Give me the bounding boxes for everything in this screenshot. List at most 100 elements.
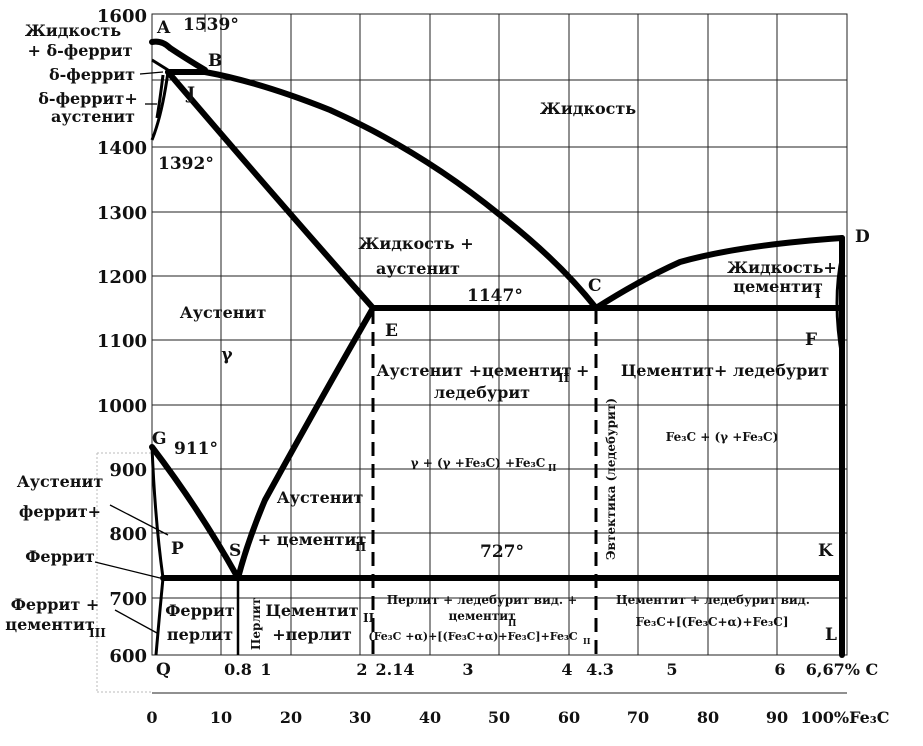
line-je — [165, 69, 376, 311]
grid — [151, 13, 848, 694]
temperature-labels: 1539° 1392° 1147° 911° 727° — [158, 15, 524, 562]
label-aus-cem-led-sub: II — [558, 371, 570, 385]
point-d: D — [855, 227, 870, 247]
c-tick-4: 4 — [561, 660, 572, 679]
label-ferrite-pearlite: Феррит — [165, 601, 235, 620]
point-c: C — [588, 276, 602, 296]
temp-1147: 1147° — [467, 286, 523, 306]
fe3c-tick-0: 0 — [146, 708, 157, 727]
temp-911: 911° — [174, 439, 218, 459]
point-p: P — [171, 539, 184, 559]
point-f: F — [805, 330, 817, 350]
left-annotation-box — [96, 452, 152, 693]
label-aus-cem-led: Аустенит +цементит — [376, 361, 571, 380]
temp-1539: 1539° — [183, 15, 239, 35]
label-delta-austenite: δ-феррит+ — [38, 89, 137, 108]
label-gamma: γ — [221, 345, 233, 365]
y-tick-1600: 1600 — [97, 6, 147, 27]
label-gamma-formula-sub: II — [548, 464, 556, 474]
fe3c-tick-80: 80 — [697, 708, 719, 727]
label-cem-led-vid-2: Fe₃C+[(Fe₃C+α)+Fe₃C] — [635, 615, 788, 629]
label-aus-cem-led-2: ледебурит — [434, 383, 530, 402]
point-a: A — [156, 18, 171, 38]
label-pearlite-led-2-sub: II — [508, 619, 516, 629]
line-pq — [154, 577, 165, 656]
label-pearlite-led-2: цементит — [448, 609, 515, 623]
label-gamma-formula: γ + (γ +Fe₃C) +Fe₃C — [411, 456, 546, 470]
label-cem-pearlite-sub: II — [363, 611, 375, 625]
label-aus-cem-2: + цементит — [258, 530, 367, 549]
point-l: L — [825, 625, 837, 645]
label-ferrite-cem-sub: III — [89, 626, 106, 640]
label-cem-pearlite: Цементит — [265, 601, 358, 620]
label-fe3c-formula: Fe₃C + (γ +Fe₃C) — [666, 430, 779, 444]
y-tick-1000: 1000 — [97, 396, 147, 417]
c-tick-6: 6 — [774, 660, 785, 679]
line-gs — [149, 444, 241, 581]
point-k: K — [818, 541, 834, 561]
phase-labels: Жидкость + δ-феррит δ-феррит δ-феррит+ а… — [5, 21, 837, 650]
label-ferrite-cem-2: цементит — [5, 615, 95, 634]
point-b: B — [208, 51, 222, 71]
line-es — [235, 305, 376, 581]
point-e: E — [385, 321, 398, 341]
label-cem-led-vid: Цементит + ледебурит вид. — [616, 593, 810, 607]
label-liquid-austenite: Жидкость + — [358, 234, 473, 253]
point-s: S — [229, 541, 241, 561]
temp-1392: 1392° — [158, 154, 214, 174]
fe3c-tick-10: 10 — [210, 708, 232, 727]
label-austenite: Аустенит — [180, 303, 267, 322]
point-g: G — [152, 429, 167, 449]
y-axis-labels: 1600 1400 1300 1200 1100 1000 900 800 70… — [97, 6, 147, 667]
line-hn — [155, 74, 165, 119]
fe3c-tick-100: 100%Fe₃C — [800, 708, 889, 727]
label-eutectic-vertical: Эвтектика (ледебурит) — [604, 398, 618, 560]
label-aus-ferrite-2: феррит+ — [19, 502, 101, 521]
y-tick-1300: 1300 — [97, 203, 147, 224]
y-tick-600: 600 — [109, 646, 147, 667]
liquidus-bc — [165, 69, 599, 311]
fe3c-tick-30: 30 — [349, 708, 371, 727]
line-ab-2 — [167, 45, 208, 73]
label-cem-led: Цементит+ ледебурит — [621, 361, 829, 380]
label-liquid-delta: Жидкость — [25, 21, 121, 40]
label-delta-austenite-2: аустенит — [51, 107, 135, 126]
c-tick-6-67: 6,67% C — [806, 660, 878, 679]
temp-727: 727° — [480, 542, 524, 562]
line-ah — [151, 58, 169, 72]
c-tick-2: 2 — [356, 660, 367, 679]
critical-points: A B J C D E F G P S K Q L — [152, 18, 870, 680]
c-tick-3: 3 — [462, 660, 473, 679]
label-pearlite-led-3: (Fe₃C +α)+[(Fe₃C+α)+Fe₃C]+Fe₃C — [368, 630, 577, 643]
x-axis-carbon-labels: 0.8 1 2 2.14 3 4 4.3 5 6 6,67% C — [224, 660, 878, 679]
x-axis-fe3c-labels: 0 10 20 30 40 50 60 70 80 90 100%Fe₃C — [146, 708, 889, 727]
label-ferrite: Феррит — [25, 547, 95, 566]
label-ferrite-pearlite-2: перлит — [167, 625, 233, 644]
leader-lines — [94, 71, 169, 634]
label-liquid: Жидкость — [540, 99, 636, 118]
label-ferrite-cem: Феррит + — [11, 595, 100, 614]
c-tick-5: 5 — [666, 660, 677, 679]
line-nj — [150, 71, 170, 141]
c-tick-4-3: 4.3 — [586, 660, 614, 679]
line-gp — [150, 446, 165, 579]
label-liquid-cementite-sub: I — [815, 287, 821, 301]
c-tick-2-14: 2.14 — [376, 660, 415, 679]
y-tick-1400: 1400 — [97, 138, 147, 159]
label-pearlite-vertical: Перлит — [249, 598, 263, 650]
label-delta-ferrite: δ-феррит — [49, 65, 135, 84]
phase-lines — [149, 38, 845, 658]
fe3c-tick-90: 90 — [766, 708, 788, 727]
label-aus-cem-sub: II — [355, 540, 367, 554]
label-liquid-delta-2: + δ-феррит — [27, 41, 132, 60]
y-tick-800: 800 — [109, 524, 147, 545]
label-aus-cem: Аустенит — [277, 488, 364, 507]
fe3c-tick-40: 40 — [419, 708, 441, 727]
label-liquid-austenite-2: аустенит — [376, 259, 460, 278]
label-liquid-cementite-2: цементит — [733, 277, 823, 296]
c-tick-1: 1 — [260, 660, 271, 679]
c-tick-0-8: 0.8 — [224, 660, 252, 679]
label-liquid-cementite: Жидкость+ — [727, 258, 837, 277]
label-aus-ferrite: Аустенит — [17, 472, 104, 491]
